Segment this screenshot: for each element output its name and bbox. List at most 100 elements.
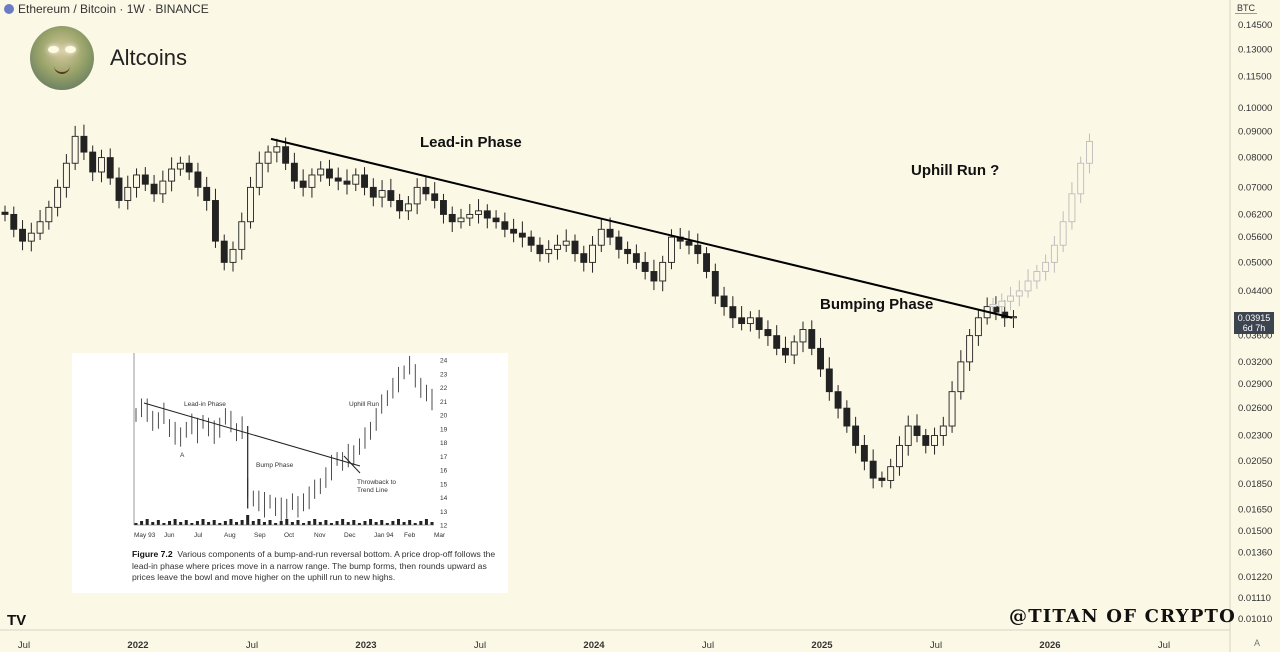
- candle-body: [852, 425, 860, 446]
- inset-y-tick: 23: [440, 371, 448, 378]
- y-tick-label: 0.06200: [1238, 209, 1272, 220]
- y-tick-label: 0.09000: [1238, 126, 1272, 137]
- candle-body: [957, 361, 965, 393]
- candle-body: [89, 151, 97, 173]
- candle-body: [755, 317, 763, 330]
- candle-body: [159, 180, 167, 195]
- inset-y-tick: 19: [440, 426, 448, 433]
- y-tick-label: 0.05000: [1238, 257, 1272, 268]
- lead-in-label: Lead-in Phase: [420, 134, 522, 151]
- candle-body: [1059, 221, 1067, 246]
- inset-x-tick: Mar: [434, 532, 446, 539]
- candle-body: [203, 186, 211, 201]
- candle-body: [54, 186, 62, 208]
- candle-body: [624, 248, 632, 255]
- inset-y-tick: 13: [440, 509, 448, 516]
- candle-body: [185, 162, 193, 173]
- candle-body: [501, 221, 509, 230]
- candle-body: [404, 203, 412, 212]
- inset-y-tick: 16: [440, 468, 448, 475]
- candle-body: [168, 168, 176, 182]
- inset-volume-bar: [268, 520, 272, 525]
- candle-body: [589, 244, 596, 263]
- inset-lead-in-label: Lead-in Phase: [184, 401, 226, 408]
- inset-volume-bar: [285, 519, 289, 525]
- candle-body: [998, 300, 1006, 308]
- candle-body: [299, 180, 307, 188]
- inset-y-tick: 20: [440, 413, 448, 420]
- candle-body: [668, 236, 675, 263]
- candle-body: [834, 391, 842, 409]
- caption-title: Figure 7.2: [132, 549, 173, 559]
- candle-body: [510, 228, 518, 234]
- candle-body: [317, 168, 325, 176]
- candle-body: [387, 190, 395, 201]
- candle-body: [703, 253, 710, 272]
- candle-body: [62, 162, 70, 188]
- inset-y-tick: 15: [440, 481, 448, 488]
- candle-body: [80, 135, 88, 153]
- candle-body: [71, 135, 79, 164]
- candle-body: [790, 341, 798, 356]
- candle-body: [1024, 280, 1032, 292]
- inset-volume-bar: [212, 520, 216, 525]
- inset-volume-bar: [369, 519, 373, 525]
- inset-volume-bar: [162, 523, 166, 525]
- y-tick-label: 0.02900: [1238, 379, 1272, 390]
- candle-body: [264, 151, 272, 164]
- auto-scale-button[interactable]: A: [1254, 638, 1261, 648]
- y-tick-label: 0.05600: [1238, 232, 1272, 243]
- inset-volume-bar: [391, 521, 395, 525]
- tradingview-logo-icon[interactable]: TV: [7, 612, 27, 629]
- inset-volume-bar: [279, 521, 283, 525]
- candle-body: [939, 425, 947, 436]
- reference-figure: 24 23 22 21 20 19 18 17 16 15 14 13 12 May 93 Jun Jul A…: [72, 353, 508, 593]
- inset-volume-bar: [223, 521, 227, 525]
- candle-body: [290, 162, 298, 182]
- avatar-portrait-icon: [30, 26, 94, 90]
- bar-countdown: 6d 7h: [1242, 323, 1266, 333]
- inset-volume-bar: [307, 521, 311, 525]
- candle-body: [974, 317, 982, 337]
- candle-body: [106, 157, 114, 179]
- inset-volume-bar: [179, 522, 183, 525]
- projection-group: [989, 133, 1093, 315]
- x-tick-label: Jul: [18, 640, 30, 651]
- symbol-header[interactable]: Ethereum / Bitcoin · 1W · BINANCE: [4, 2, 209, 16]
- inset-x-tick: Dec: [344, 532, 356, 539]
- bumping-label: Bumping Phase: [820, 296, 934, 313]
- inset-y-tick: 21: [440, 399, 448, 406]
- reference-chart: 24 23 22 21 20 19 18 17 16 15 14 13 12 May 93 Jun Jul A…: [133, 353, 448, 539]
- x-tick-label: Jul: [930, 640, 942, 651]
- candle-body: [98, 157, 105, 173]
- inset-y-tick: 17: [440, 454, 448, 461]
- inset-y-tick: 14: [440, 495, 448, 502]
- inset-volume-bar: [218, 523, 222, 525]
- candle-body: [326, 168, 333, 179]
- price-axis[interactable]: 0.14500 0.13000 0.11500 0.10000 0.09000 0.080…: [1238, 20, 1272, 625]
- candle-body: [448, 213, 456, 223]
- inset-volume-bar: [240, 520, 244, 525]
- candle-body: [843, 407, 851, 427]
- candle-body: [773, 335, 781, 349]
- candle-body: [659, 261, 667, 282]
- candle-body: [782, 347, 789, 356]
- candle-body: [922, 435, 930, 446]
- candle-body: [282, 146, 290, 164]
- symbol-title: Ethereum / Bitcoin · 1W · BINANCE: [18, 2, 209, 16]
- candle-body: [878, 477, 886, 481]
- currency-label[interactable]: BTC: [1235, 3, 1257, 14]
- inset-volume-bar: [173, 519, 177, 525]
- candle-body: [518, 232, 526, 238]
- inset-bump-label: Bump Phase: [256, 462, 294, 469]
- inset-volume-bar: [385, 523, 389, 525]
- inset-y-tick: 22: [440, 385, 448, 392]
- candle-body: [527, 236, 535, 246]
- last-price-badge: 0.03915 6d 7h: [1234, 312, 1274, 334]
- inset-volume-bar: [402, 522, 406, 525]
- candle-body: [606, 228, 614, 238]
- inset-volume-bar: [380, 520, 384, 525]
- inset-volume-bar: [413, 523, 417, 525]
- time-axis[interactable]: Jul 2022 Jul 2023 Jul 2024 Jul 2025 Jul 2026 Jul: [18, 640, 1170, 651]
